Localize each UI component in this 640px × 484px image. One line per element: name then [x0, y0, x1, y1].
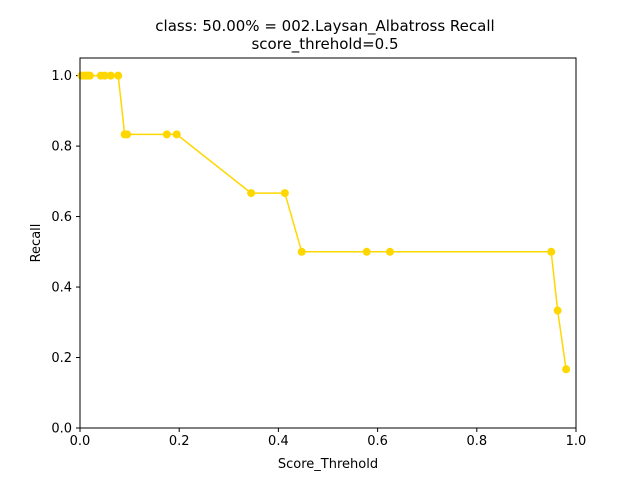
x-tick-label: 1.0	[566, 434, 587, 449]
data-point	[172, 130, 181, 139]
y-tick-label: 0.2	[51, 351, 72, 366]
data-point	[386, 247, 394, 256]
data-point	[114, 71, 123, 80]
data-point	[547, 247, 556, 256]
data-point	[162, 130, 171, 139]
data-point	[85, 71, 94, 80]
x-tick-label: 0.6	[367, 434, 388, 449]
y-axis-label: Recall	[29, 224, 44, 263]
y-tick-label: 0.4	[51, 281, 72, 296]
data-point	[362, 247, 371, 256]
data-point	[247, 189, 256, 198]
x-tick-label: 0.4	[268, 434, 289, 449]
plot-frame	[79, 57, 577, 429]
data-point	[106, 71, 115, 80]
y-tick-label: 0.0	[51, 422, 72, 437]
plot-area	[80, 58, 576, 428]
y-tick-label: 1.0	[51, 69, 72, 84]
series-layer	[77, 71, 571, 374]
chart-subtitle: score_threhold=0.5	[251, 35, 398, 54]
x-axis-ticks: 0.0 0.2 0.4 0.6 0.8 1.0	[70, 428, 587, 449]
data-point	[553, 306, 562, 315]
data-point	[100, 71, 109, 80]
data-point	[562, 365, 571, 374]
data-point	[280, 189, 289, 198]
y-tick-label: 0.6	[51, 210, 72, 225]
data-point	[123, 130, 132, 139]
chart-title: class: 50.00% = 002.Laysan_Albatross Rec…	[155, 17, 494, 36]
x-tick-label: 0.2	[169, 434, 190, 449]
data-point	[297, 247, 306, 256]
x-axis-label: Score_Threhold	[278, 457, 378, 472]
x-tick-label: 0.8	[466, 434, 487, 449]
x-tick-label: 0.0	[70, 434, 91, 449]
y-axis-ticks: 0.0 0.2 0.4 0.6 0.8 1.0	[51, 69, 80, 437]
y-tick-label: 0.8	[51, 140, 72, 155]
